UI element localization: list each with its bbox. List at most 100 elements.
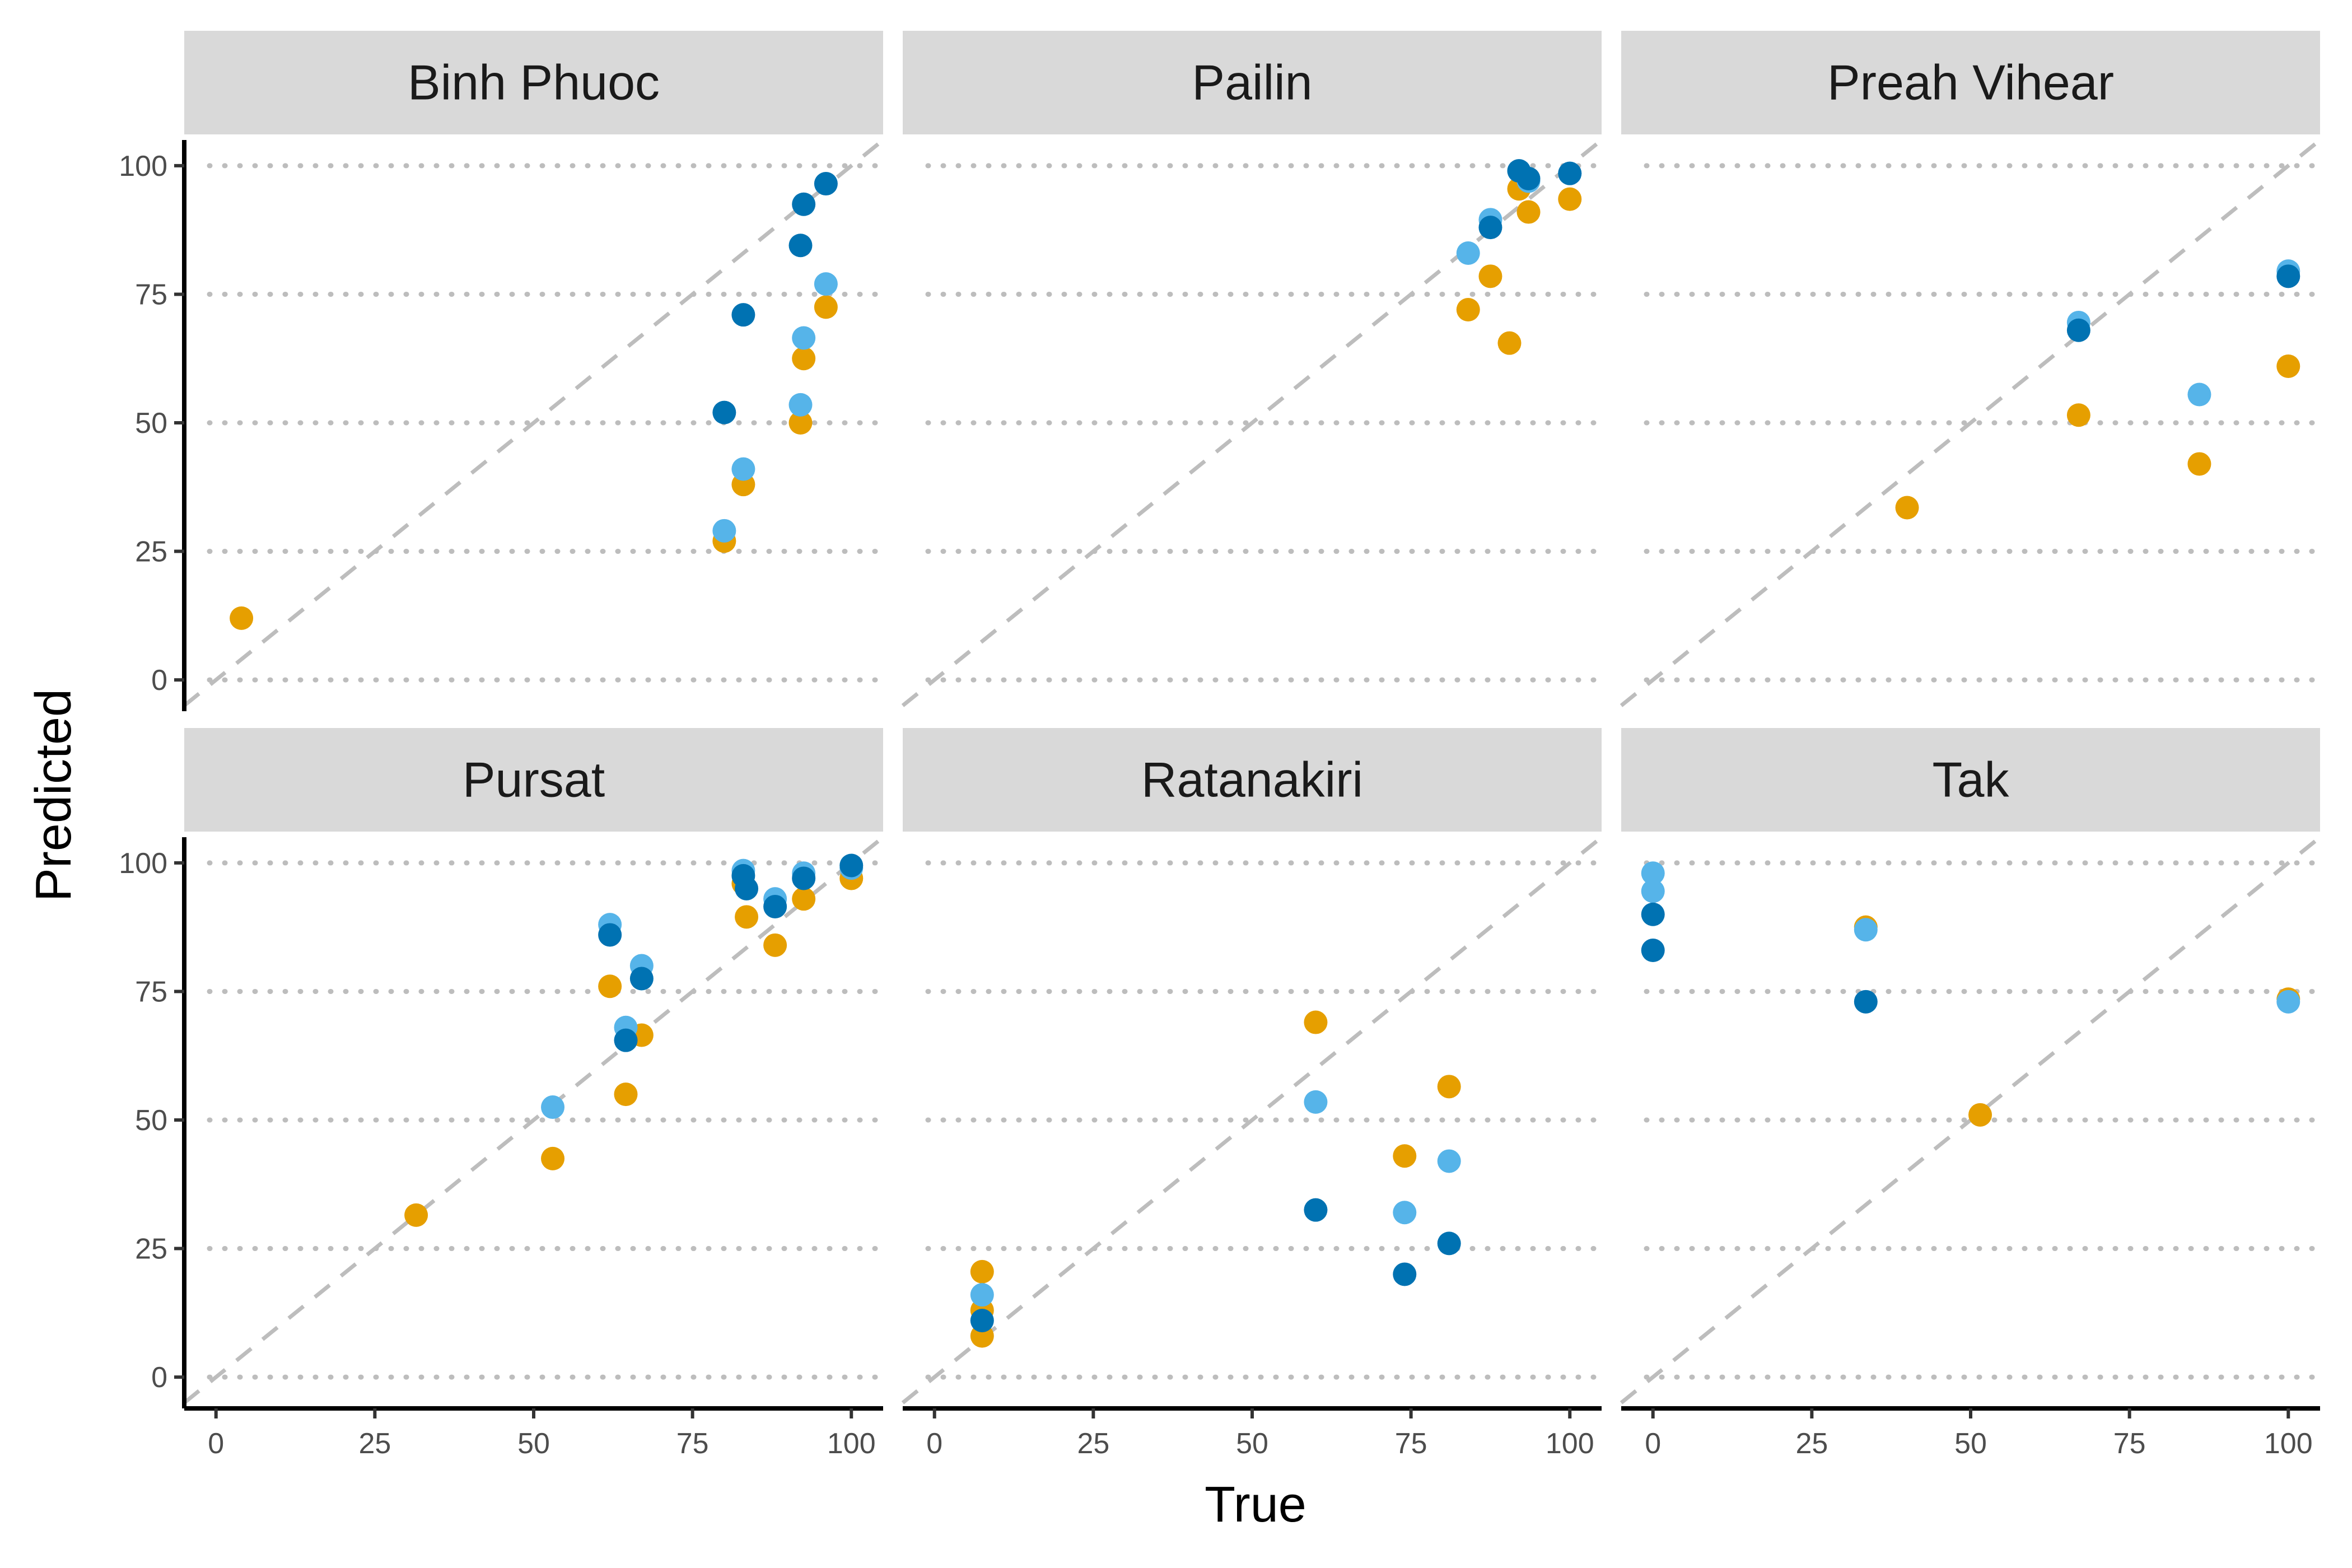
data-point: [788, 393, 813, 417]
data-point: [1478, 264, 1502, 288]
data-point: [1393, 1201, 1417, 1225]
facet-strip: [184, 728, 883, 832]
data-point: [1437, 1149, 1461, 1173]
facet-panel: Tak 0 25 50 75 100: [1620, 728, 2322, 1460]
facet-panel: Binh Phuoc 0 25 50 75 100: [119, 31, 885, 711]
data-point: [735, 905, 759, 929]
y-axis-title: Predicted: [26, 689, 82, 902]
data-point: [1895, 496, 1919, 520]
data-point: [1304, 1198, 1328, 1222]
data-point: [541, 1095, 565, 1119]
y-tick-label: 0: [151, 664, 167, 697]
y-tick-label: 25: [135, 536, 167, 568]
facet-title: Pailin: [1192, 55, 1312, 110]
facet-title: Preah Vihear: [1827, 55, 2114, 110]
data-point: [970, 1283, 994, 1307]
facet-strip: [903, 728, 1602, 832]
facet-title: Binh Phuoc: [408, 55, 660, 110]
data-point: [2276, 354, 2300, 378]
data-point: [1641, 861, 1665, 885]
data-point: [1641, 902, 1665, 926]
x-tick-label: 50: [1954, 1427, 1987, 1460]
x-tick-label: 0: [208, 1427, 224, 1460]
data-point: [2276, 990, 2300, 1014]
y-tick-label: 50: [135, 407, 167, 440]
identity-line: [183, 138, 885, 707]
data-point: [404, 1203, 428, 1227]
facet-strip: [1621, 31, 2320, 134]
data-point: [2066, 318, 2090, 342]
data-point: [1437, 1231, 1461, 1256]
facet-panel: Preah Vihear: [1620, 31, 2322, 707]
data-point: [792, 192, 816, 216]
data-point: [1854, 990, 1878, 1014]
y-tick-label: 75: [135, 278, 167, 311]
y-tick-label: 50: [135, 1104, 167, 1137]
data-point: [1641, 879, 1665, 903]
x-tick-label: 75: [2113, 1427, 2146, 1460]
data-point: [731, 457, 755, 481]
x-tick-label: 50: [517, 1427, 550, 1460]
data-point: [1516, 166, 1541, 190]
data-point: [1393, 1144, 1417, 1168]
x-tick-label: 100: [1546, 1427, 1594, 1460]
x-tick-label: 0: [926, 1427, 942, 1460]
data-point: [230, 606, 254, 630]
x-tick-label: 100: [827, 1427, 876, 1460]
data-point: [712, 519, 736, 543]
x-tick-label: 100: [2264, 1427, 2313, 1460]
data-point: [1516, 200, 1541, 224]
data-point: [598, 923, 622, 947]
x-axis-title: True: [1205, 1477, 1306, 1533]
data-point: [1393, 1262, 1417, 1286]
facet-strip: [184, 31, 883, 134]
data-point: [814, 295, 838, 319]
data-point: [792, 887, 816, 911]
data-point: [735, 876, 759, 900]
facet-panel: Pailin: [901, 31, 1603, 707]
data-point: [1854, 918, 1878, 942]
data-point: [629, 967, 654, 991]
data-point: [1558, 161, 1582, 185]
x-tick-label: 0: [1645, 1427, 1661, 1460]
data-point: [792, 347, 816, 371]
data-point: [788, 411, 813, 435]
data-point: [1497, 331, 1522, 355]
y-tick-label: 25: [135, 1233, 167, 1266]
data-point: [1641, 939, 1665, 962]
facet-title: Tak: [1933, 752, 2010, 808]
facet-title: Pursat: [463, 752, 605, 808]
data-point: [1558, 187, 1582, 211]
data-point: [839, 853, 864, 878]
data-point: [1304, 1010, 1328, 1034]
data-point: [970, 1309, 994, 1333]
data-point: [1456, 298, 1480, 321]
data-point: [970, 1259, 994, 1284]
x-tick-label: 75: [1395, 1427, 1427, 1460]
y-tick-label: 100: [119, 847, 167, 880]
y-tick-label: 0: [151, 1361, 167, 1394]
facet-panel: Pursat 0 25 50 75 100 0 25 50 75 100: [119, 728, 885, 1460]
x-tick-label: 25: [1795, 1427, 1828, 1460]
data-point: [598, 974, 622, 998]
y-tick-label: 100: [119, 150, 167, 183]
facet-title: Ratanakiri: [1141, 752, 1363, 808]
x-tick-label: 50: [1236, 1427, 1268, 1460]
data-point: [1968, 1103, 1992, 1127]
data-point: [792, 326, 816, 350]
data-point: [2187, 382, 2211, 407]
data-point: [1437, 1075, 1461, 1099]
data-point: [1304, 1090, 1328, 1114]
facet-panels: Binh Phuoc 0 25 50 75 100 Pailin Preah Vihear Pu…: [119, 31, 2322, 1460]
facet-panel: Ratanakiri 0 25 50 75 100: [901, 728, 1603, 1460]
data-point: [792, 866, 816, 890]
data-point: [2276, 264, 2300, 288]
data-point: [712, 400, 736, 424]
x-tick-label: 25: [358, 1427, 391, 1460]
data-point: [541, 1146, 565, 1170]
identity-line: [1620, 138, 2322, 707]
data-point: [731, 303, 755, 327]
data-point: [788, 234, 813, 258]
data-point: [2187, 452, 2211, 476]
x-tick-label: 25: [1077, 1427, 1109, 1460]
